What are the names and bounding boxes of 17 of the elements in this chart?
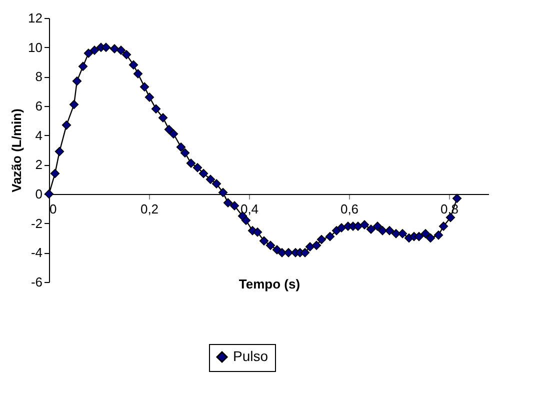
x-tick-label: 0,2 [140, 202, 159, 216]
y-tick-label: -6 [30, 274, 42, 290]
y-tick-label: 8 [35, 69, 42, 84]
x-axis-title: Tempo (s) [238, 276, 300, 292]
y-tick-label: 2 [35, 157, 42, 172]
x-tick-label: 0,4 [240, 202, 259, 216]
y-tick-label: 10 [28, 40, 42, 55]
y-tick-label: 6 [35, 98, 42, 114]
y-axis-title: Vazão (L/min) [9, 108, 24, 192]
x-tick-label: 0 [50, 202, 57, 216]
y-tick-label: -4 [30, 245, 42, 260]
x-tick-label: 0,6 [340, 202, 359, 216]
legend-label: Pulso [233, 348, 268, 364]
y-tick-label: 0 [35, 186, 42, 202]
y-tick-label: 12 [28, 10, 42, 26]
y-tick-label: 4 [35, 128, 42, 143]
y-tick-label: -2 [30, 216, 42, 231]
